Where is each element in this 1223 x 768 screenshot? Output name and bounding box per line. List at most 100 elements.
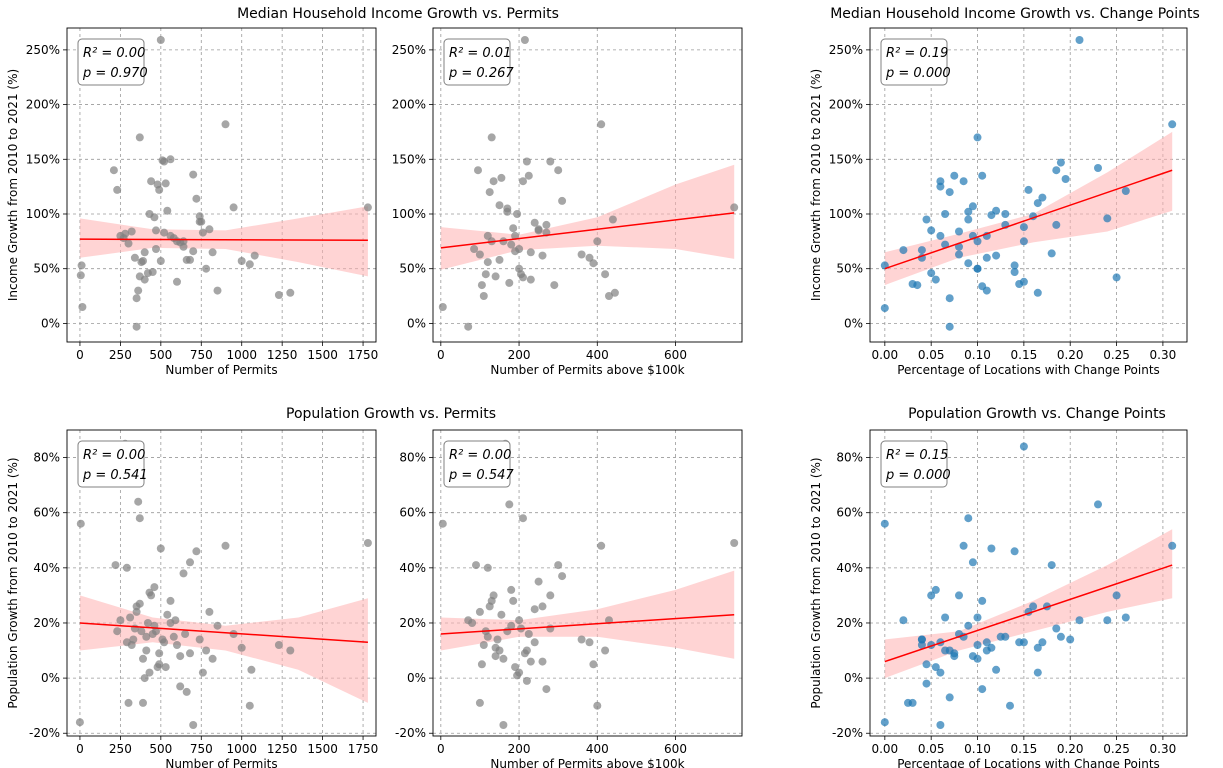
- axes-frame: [66, 429, 377, 737]
- data-point: [1121, 613, 1130, 622]
- p-value-label: p = 0.970: [82, 66, 148, 81]
- data-point: [987, 544, 996, 553]
- data-point: [507, 585, 516, 594]
- data-point: [608, 215, 617, 224]
- regression-line: [440, 613, 735, 635]
- data-point: [237, 643, 246, 652]
- y-tick-label: 250%: [392, 43, 426, 57]
- data-point: [173, 277, 181, 286]
- data-point: [143, 619, 152, 627]
- y-tick-label: -20%: [832, 726, 863, 740]
- data-point: [968, 558, 977, 567]
- data-point: [530, 218, 539, 227]
- y-tick-label: 100%: [26, 207, 60, 221]
- data-point: [286, 646, 295, 655]
- data-point: [192, 547, 201, 556]
- data-point: [166, 596, 175, 605]
- y-tick-label: 50%: [836, 262, 863, 276]
- data-point: [76, 271, 85, 280]
- y-tick-label: 0%: [407, 316, 426, 330]
- data-point: [1019, 237, 1028, 246]
- x-axis-label: Number of Permits above $100k: [490, 757, 684, 768]
- data-point: [546, 157, 555, 166]
- data-point: [534, 226, 543, 235]
- data-point: [132, 607, 141, 616]
- x-axis-label: Number of Permits: [165, 363, 277, 377]
- data-point: [593, 237, 602, 246]
- y-tick-label: 20%: [399, 616, 426, 630]
- data-point: [964, 207, 973, 216]
- data-point: [509, 596, 518, 605]
- r-squared-label: R² = 0.00: [83, 448, 145, 463]
- x-tick-label: 1750: [348, 348, 379, 362]
- data-point: [519, 514, 527, 523]
- data-point: [76, 519, 85, 528]
- data-point: [931, 275, 940, 284]
- data-point: [483, 258, 492, 267]
- data-point: [524, 171, 533, 180]
- data-point: [513, 210, 522, 218]
- data-point: [927, 269, 936, 278]
- x-axis-label: Number of Permits: [165, 757, 277, 768]
- data-point: [1019, 442, 1028, 451]
- data-point: [135, 599, 144, 608]
- data-point: [126, 613, 135, 622]
- data-point: [189, 170, 198, 179]
- data-point: [730, 539, 739, 547]
- data-point: [945, 322, 954, 331]
- data-point: [610, 288, 619, 297]
- x-tick-label: 0: [76, 742, 84, 756]
- data-point: [195, 635, 204, 644]
- data-point: [546, 591, 555, 600]
- y-tick-label: 0%: [41, 671, 60, 685]
- data-point: [179, 237, 188, 246]
- data-point: [530, 638, 539, 647]
- data-point: [601, 270, 610, 279]
- data-point: [511, 231, 520, 240]
- data-point: [1066, 635, 1075, 644]
- data-point: [964, 621, 973, 630]
- y-tick-label: 20%: [836, 616, 863, 630]
- data-point: [550, 281, 559, 290]
- data-point: [526, 657, 535, 666]
- data-point: [1024, 185, 1033, 194]
- data-point: [198, 668, 207, 677]
- panel-population_vs_permits: 0 250 500 750 1000 1250 1500 1750 -20% 0% 20% 40% 60…: [6, 429, 378, 768]
- data-point: [585, 638, 594, 647]
- data-point: [113, 185, 122, 194]
- data-point: [992, 251, 1001, 260]
- x-axis-label: Percentage of Locations with Change Poin…: [897, 757, 1160, 768]
- data-point: [908, 698, 917, 707]
- data-point: [489, 591, 498, 600]
- data-point: [139, 698, 147, 707]
- data-point: [605, 292, 613, 300]
- confidence-band: [79, 206, 368, 277]
- p-value-label: p = 0.267: [448, 66, 514, 81]
- data-point: [237, 257, 246, 265]
- data-point: [519, 273, 527, 282]
- data-point: [208, 248, 217, 257]
- x-tick-label: 0: [76, 348, 84, 362]
- data-point: [941, 613, 950, 622]
- data-point: [542, 685, 551, 694]
- data-point: [945, 188, 954, 197]
- data-point: [959, 541, 968, 550]
- data-point: [880, 304, 889, 313]
- data-point: [922, 679, 931, 688]
- data-point: [156, 544, 165, 553]
- x-tick-label: 1000: [226, 742, 257, 756]
- data-point: [1103, 616, 1112, 625]
- data-point: [996, 632, 1005, 641]
- y-axis-label: Population Growth from 2010 to 2021 (%): [809, 457, 823, 708]
- data-point: [274, 291, 283, 299]
- data-point: [1001, 210, 1010, 218]
- data-point: [1075, 36, 1084, 44]
- y-tick-label: 250%: [26, 43, 60, 57]
- data-point: [978, 282, 987, 291]
- r-squared-label: R² = 0.15: [886, 448, 948, 463]
- data-point: [922, 215, 931, 224]
- data-point: [982, 638, 991, 647]
- x-tick-label: 0.30: [1150, 742, 1177, 756]
- data-point: [1094, 164, 1102, 172]
- data-point: [968, 202, 977, 211]
